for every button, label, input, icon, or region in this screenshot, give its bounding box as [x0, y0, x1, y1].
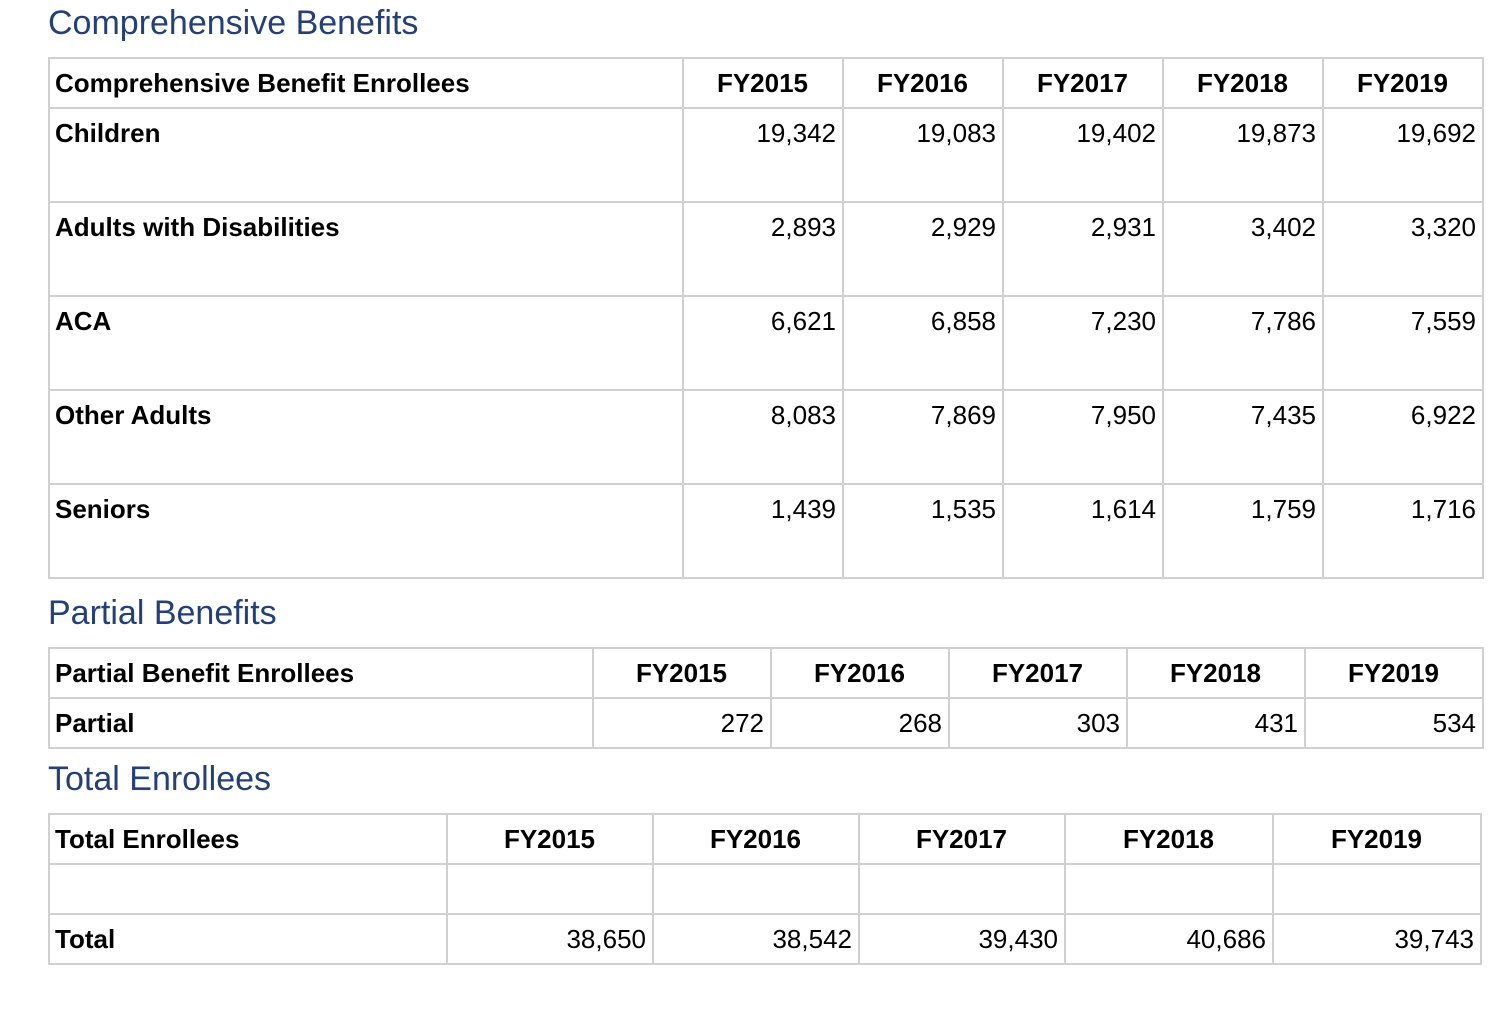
column-header: FY2017	[948, 647, 1128, 699]
column-header: FY2015	[682, 57, 844, 109]
column-header: FY2015	[592, 647, 772, 699]
table-cell: 1,759	[1162, 483, 1324, 579]
column-header: Total Enrollees	[48, 813, 448, 865]
column-header: FY2015	[446, 813, 654, 865]
table-row: Seniors 1,439 1,535 1,614 1,759 1,716	[48, 483, 1484, 579]
table-row: Children 19,342 19,083 19,402 19,873 19,…	[48, 107, 1484, 203]
table-cell: 7,230	[1002, 295, 1164, 391]
row-label: Other Adults	[48, 389, 684, 485]
column-header: FY2016	[652, 813, 860, 865]
column-header: Partial Benefit Enrollees	[48, 647, 594, 699]
table-cell: 1,716	[1322, 483, 1484, 579]
table-cell: 3,320	[1322, 201, 1484, 297]
table-cell: 39,430	[858, 913, 1066, 965]
table-cell: 2,929	[842, 201, 1004, 297]
row-label: Adults with Disabilities	[48, 201, 684, 297]
row-label: Partial	[48, 697, 594, 749]
table-header-row: Comprehensive Benefit Enrollees FY2015 F…	[48, 57, 1484, 109]
table-cell: 1,535	[842, 483, 1004, 579]
total-enrollees-heading: Total Enrollees	[48, 760, 272, 798]
table-cell: 6,922	[1322, 389, 1484, 485]
column-header: FY2016	[842, 57, 1004, 109]
table-cell: 19,692	[1322, 107, 1484, 203]
table-cell: 272	[592, 697, 772, 749]
table-header-row: Partial Benefit Enrollees FY2015 FY2016 …	[48, 647, 1484, 699]
row-label: Total	[48, 913, 448, 965]
table-cell: 6,621	[682, 295, 844, 391]
table-cell: 19,402	[1002, 107, 1164, 203]
table-cell	[446, 863, 654, 915]
table-cell: 3,402	[1162, 201, 1324, 297]
table-cell	[1064, 863, 1274, 915]
table-cell: 2,931	[1002, 201, 1164, 297]
table-row: Adults with Disabilities 2,893 2,929 2,9…	[48, 201, 1484, 297]
row-label: ACA	[48, 295, 684, 391]
table-cell: 7,950	[1002, 389, 1164, 485]
comprehensive-benefits-heading: Comprehensive Benefits	[48, 4, 419, 42]
table-row-empty	[48, 863, 1482, 915]
table-cell: 19,342	[682, 107, 844, 203]
table-cell: 534	[1304, 697, 1484, 749]
table-cell: 2,893	[682, 201, 844, 297]
table-cell: 303	[948, 697, 1128, 749]
column-header: FY2019	[1322, 57, 1484, 109]
table-cell: 7,435	[1162, 389, 1324, 485]
row-label	[48, 863, 448, 915]
column-header: Comprehensive Benefit Enrollees	[48, 57, 684, 109]
table-cell: 6,858	[842, 295, 1004, 391]
table-cell	[652, 863, 860, 915]
column-header: FY2018	[1126, 647, 1306, 699]
row-label: Seniors	[48, 483, 684, 579]
partial-benefits-table: Partial Benefit Enrollees FY2015 FY2016 …	[48, 647, 1484, 749]
row-label: Children	[48, 107, 684, 203]
table-header-row: Total Enrollees FY2015 FY2016 FY2017 FY2…	[48, 813, 1482, 865]
table-cell: 8,083	[682, 389, 844, 485]
column-header: FY2019	[1272, 813, 1482, 865]
column-header: FY2017	[858, 813, 1066, 865]
comprehensive-benefits-table: Comprehensive Benefit Enrollees FY2015 F…	[48, 57, 1484, 579]
table-cell	[1272, 863, 1482, 915]
table-cell: 38,542	[652, 913, 860, 965]
total-enrollees-table: Total Enrollees FY2015 FY2016 FY2017 FY2…	[48, 813, 1482, 965]
table-cell: 19,873	[1162, 107, 1324, 203]
column-header: FY2016	[770, 647, 950, 699]
table-cell: 7,786	[1162, 295, 1324, 391]
table-cell: 19,083	[842, 107, 1004, 203]
table-cell: 1,614	[1002, 483, 1164, 579]
table-cell: 1,439	[682, 483, 844, 579]
column-header: FY2018	[1162, 57, 1324, 109]
table-cell: 431	[1126, 697, 1306, 749]
table-cell: 268	[770, 697, 950, 749]
table-row: ACA 6,621 6,858 7,230 7,786 7,559	[48, 295, 1484, 391]
column-header: FY2017	[1002, 57, 1164, 109]
table-cell: 7,559	[1322, 295, 1484, 391]
table-cell: 39,743	[1272, 913, 1482, 965]
column-header: FY2019	[1304, 647, 1484, 699]
partial-benefits-heading: Partial Benefits	[48, 594, 277, 632]
table-row: Total 38,650 38,542 39,430 40,686 39,743	[48, 913, 1482, 965]
table-cell: 40,686	[1064, 913, 1274, 965]
table-row: Other Adults 8,083 7,869 7,950 7,435 6,9…	[48, 389, 1484, 485]
table-row: Partial 272 268 303 431 534	[48, 697, 1484, 749]
column-header: FY2018	[1064, 813, 1274, 865]
table-cell	[858, 863, 1066, 915]
table-cell: 38,650	[446, 913, 654, 965]
table-cell: 7,869	[842, 389, 1004, 485]
